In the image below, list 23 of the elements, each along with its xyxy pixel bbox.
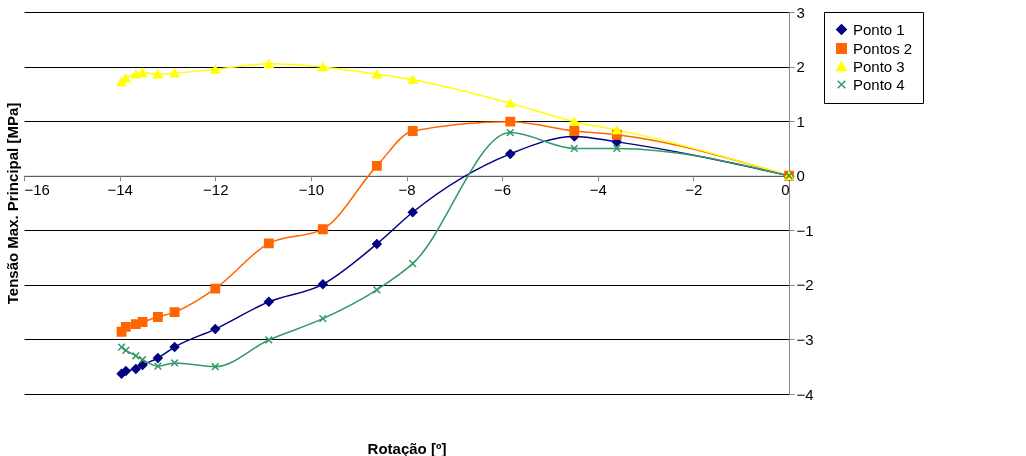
- x-tick-label: −2: [685, 181, 703, 199]
- x-tick-label: −16: [24, 181, 50, 199]
- x-tick-label: 0: [781, 181, 790, 199]
- y-tick-label: 0: [796, 167, 805, 185]
- x-tick-label: −8: [398, 181, 416, 199]
- x-tick-label: −6: [494, 181, 512, 199]
- x-tick-label: −4: [589, 181, 607, 199]
- legend-label: Ponto 1: [853, 20, 905, 38]
- x-tick-label: −10: [298, 181, 325, 199]
- x-tick-label: −12: [203, 181, 229, 199]
- x-axis-title: Rotação [º]: [367, 439, 447, 456]
- x-tick-label: −14: [107, 181, 133, 199]
- legend-label: Ponto 3: [853, 57, 905, 75]
- y-tick-label: −4: [796, 385, 814, 403]
- y-axis-title: Tensão Max. Principal [MPa]: [3, 102, 21, 305]
- y-tick-label: 2: [796, 58, 805, 76]
- y-tick-label: −2: [796, 276, 814, 294]
- y-tick-label: 3: [796, 3, 805, 21]
- y-tick-label: −3: [796, 330, 814, 348]
- y-tick-label: 1: [796, 112, 805, 130]
- y-tick-label: −1: [796, 221, 814, 239]
- legend-label: Pontos 2: [853, 39, 913, 57]
- legend-label: Ponto 4: [853, 75, 905, 93]
